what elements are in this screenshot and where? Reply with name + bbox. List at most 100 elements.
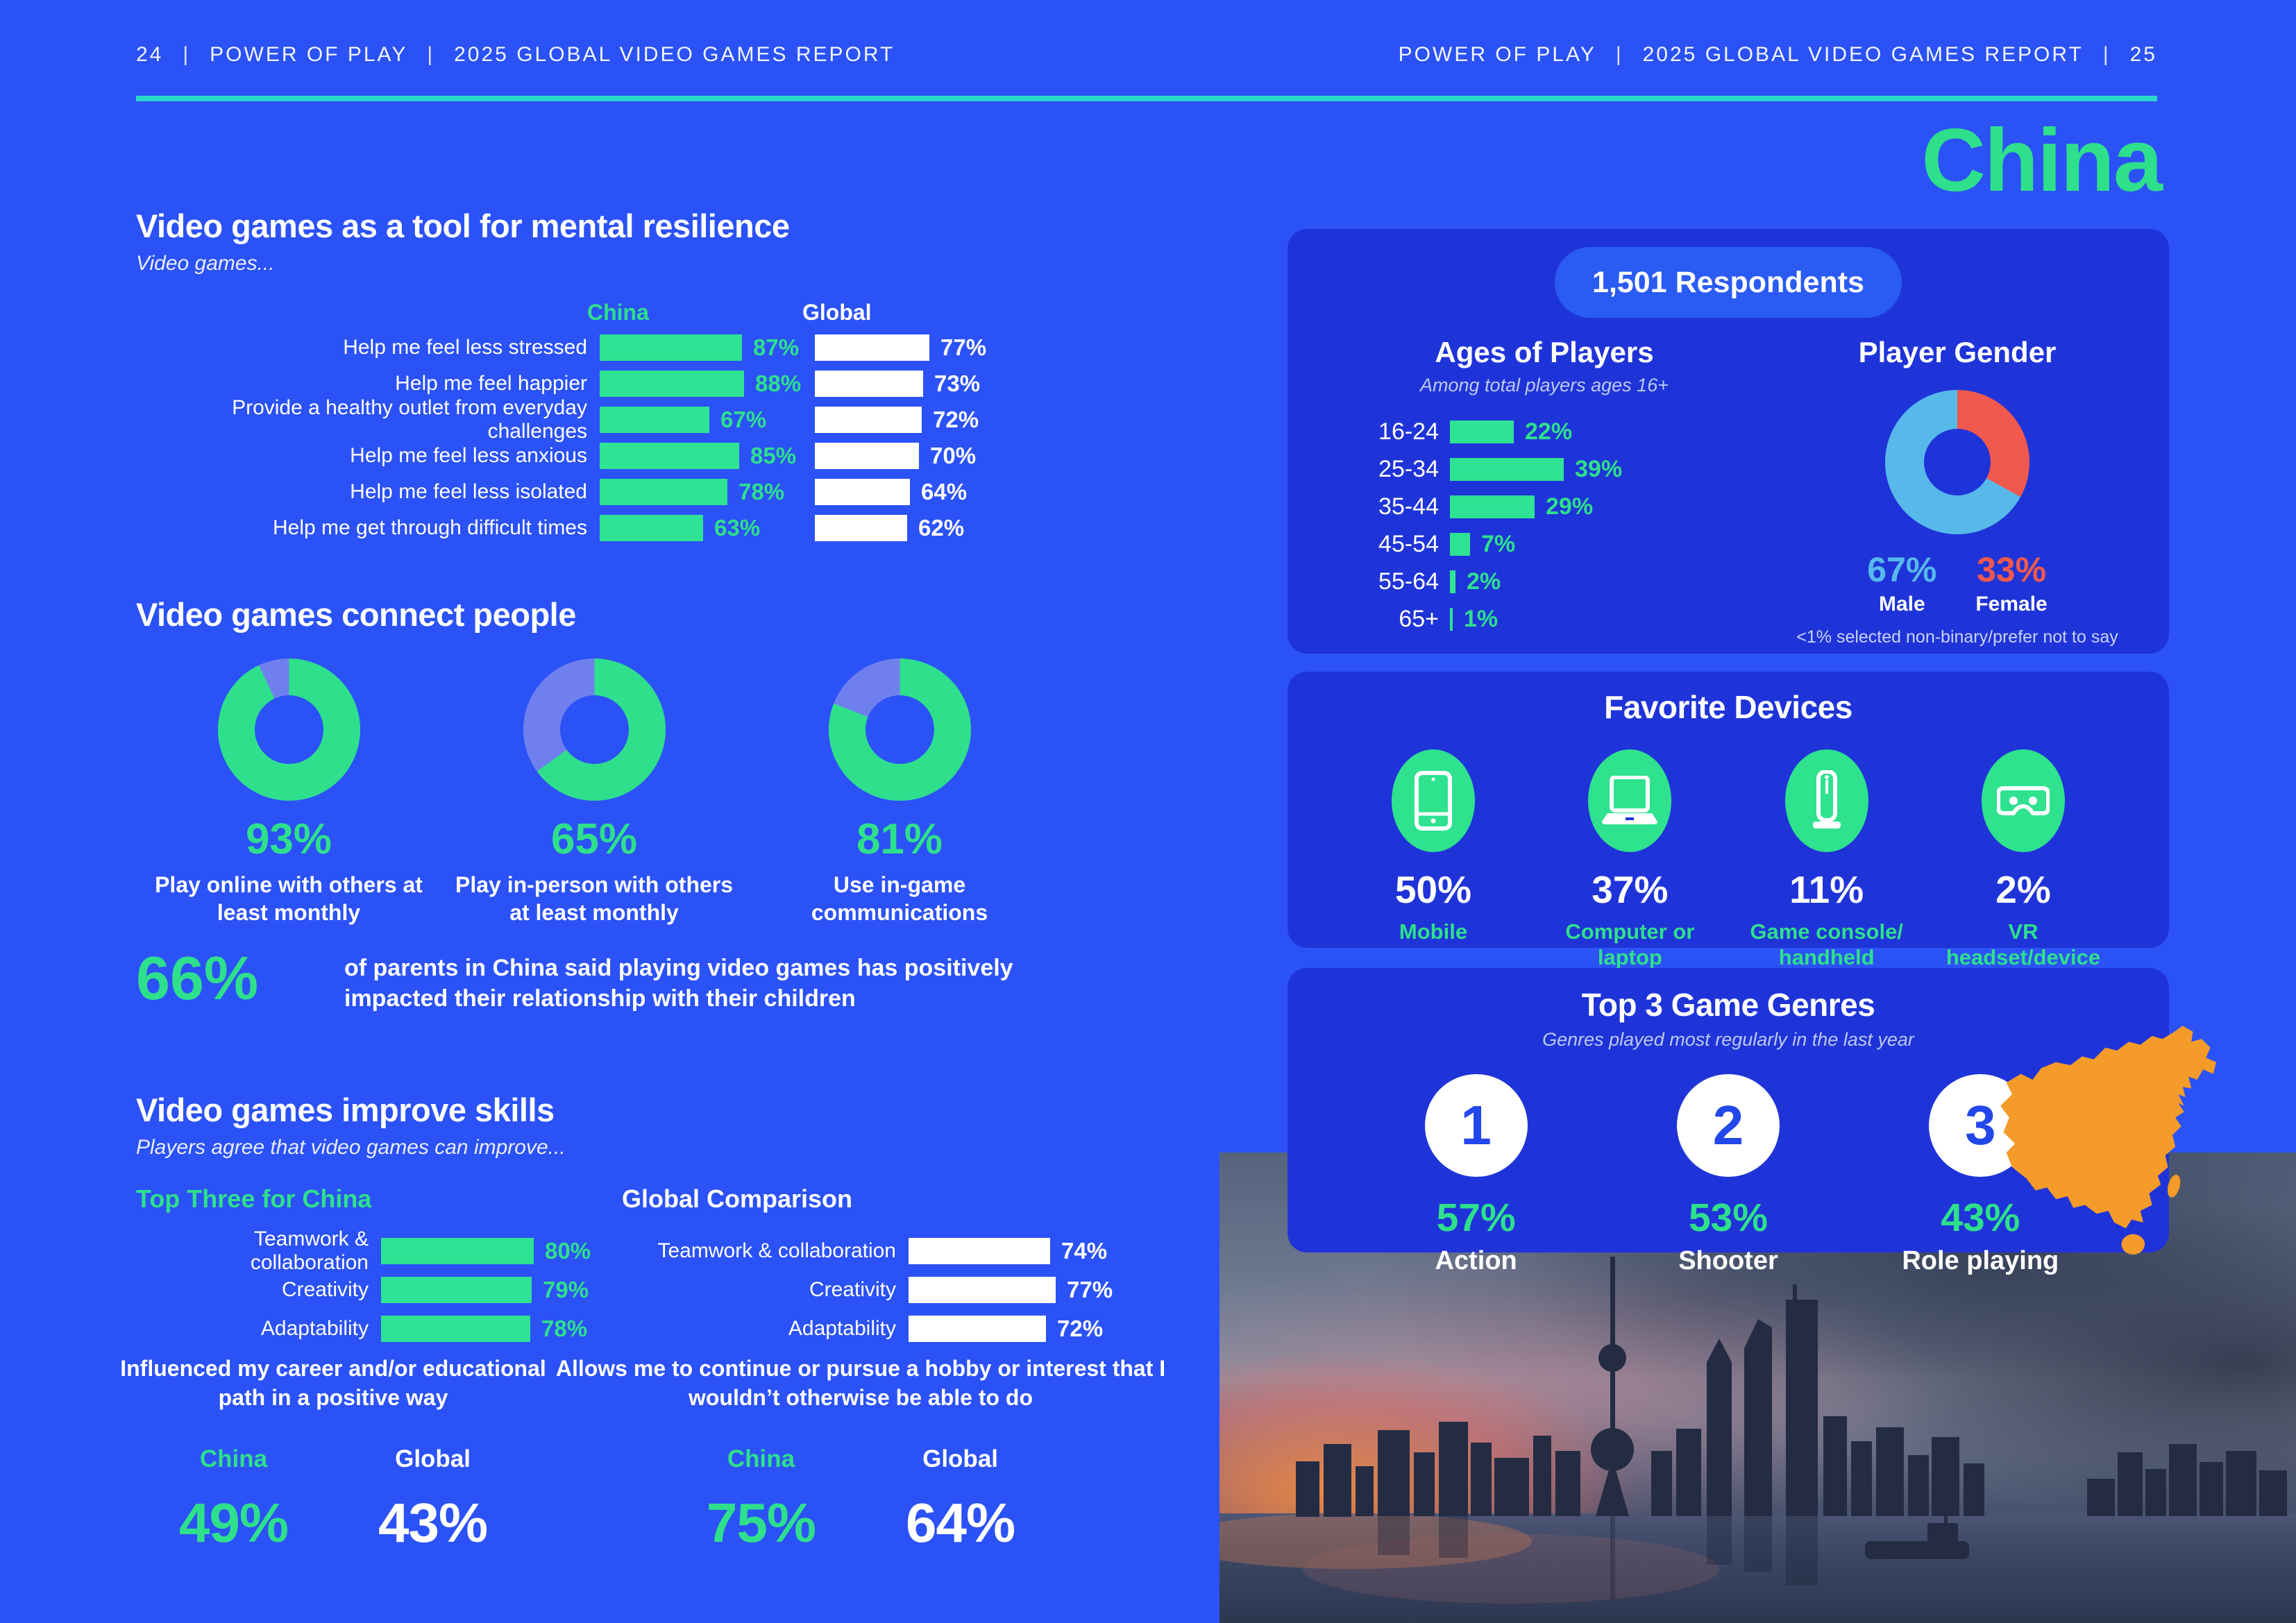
global-value: 62% — [918, 515, 965, 541]
age-label: 16-24 — [1378, 418, 1439, 445]
respondents-badge: 1,501 Respondents — [1555, 247, 1902, 318]
row-label: Help me feel less anxious — [350, 444, 587, 467]
male-label: Male — [1878, 593, 1925, 615]
row-label: Teamwork & collaboration — [657, 1239, 897, 1262]
age-bar — [1450, 570, 1455, 593]
genre-value: 43% — [1941, 1196, 2020, 1240]
row-label: Adaptability — [788, 1317, 896, 1340]
china-bar — [600, 443, 739, 469]
device-stat: 37% Computer or laptop — [1533, 749, 1727, 970]
china-bar — [600, 407, 709, 433]
rank-1-badge: 1 — [1424, 1074, 1528, 1177]
ages-title: Ages of Players — [1435, 336, 1654, 368]
header-separator: | — [2102, 43, 2111, 66]
global-value: 77% — [1067, 1277, 1113, 1302]
global-value: 77% — [940, 334, 987, 360]
section-connect-people: Video games connect people 93% Play onli… — [136, 595, 1177, 926]
china-value: 78% — [738, 479, 785, 504]
chart-row: 16-24 22% — [1315, 413, 1773, 450]
bottom-stats: Influenced my career and/or educational … — [118, 1354, 1173, 1555]
row-label: Creativity — [281, 1278, 369, 1301]
genre-label: Action — [1435, 1246, 1517, 1275]
header-rule — [136, 96, 2157, 101]
age-bar — [1450, 420, 1514, 443]
china-bar — [381, 1238, 534, 1264]
device-label: VR headset/device — [1945, 919, 2101, 970]
chart-column-headers: China Global — [136, 294, 1177, 325]
china-label: China — [199, 1445, 268, 1473]
page-header: 24 | POWER OF PLAY | 2025 GLOBAL VIDEO G… — [136, 43, 2157, 67]
china-bar — [600, 515, 703, 541]
china-map-icon — [2000, 1026, 2216, 1255]
donut-stat: 65% Play in-person with others at least … — [441, 658, 747, 926]
age-value: 2% — [1467, 568, 1501, 595]
age-value: 1% — [1464, 605, 1499, 632]
donut-chart — [523, 658, 666, 801]
china-bar — [381, 1316, 530, 1342]
skills-china-column: Top Three for China Teamwork & collabora… — [136, 1184, 622, 1348]
china-bar — [381, 1277, 532, 1303]
game-console-icon — [1784, 749, 1868, 852]
resilience-bar-chart: China Global Help me feel less stressed … — [136, 294, 1177, 546]
china-bar — [600, 479, 727, 505]
device-value: 37% — [1592, 868, 1669, 911]
global-bar — [815, 515, 907, 541]
device-value: 11% — [1789, 868, 1864, 911]
section-subtitle: Video games... — [136, 252, 275, 275]
ages-subtitle: Among total players ages 16+ — [1420, 375, 1669, 396]
top-genres-card: Top 3 Game Genres Genres played most reg… — [1288, 968, 2169, 1275]
device-stat: 50% Mobile — [1336, 749, 1530, 970]
page-number-right: 25 — [2129, 43, 2157, 66]
hobby-stat-block: Allows me to continue or pursue a hobby … — [548, 1354, 1173, 1555]
china-bar — [600, 334, 742, 361]
hobby-title: Allows me to continue or pursue a hobby … — [555, 1356, 1166, 1410]
chart-row: Provide a healthy outlet from everyday c… — [136, 396, 1177, 443]
female-value: 33% — [1977, 550, 2047, 589]
respondents-card: 1,501 Respondents Ages of Players Among … — [1288, 229, 2169, 654]
global-value: 72% — [1057, 1316, 1104, 1341]
career-stat-block: Influenced my career and/or educational … — [118, 1354, 548, 1555]
china-bar — [600, 371, 744, 397]
brand-name: POWER OF PLAY — [1398, 43, 1596, 66]
gender-title: Player Gender — [1858, 336, 2057, 368]
report-name: 2025 GLOBAL VIDEO GAMES REPORT — [1642, 43, 2084, 66]
genre-stat: 2 53% Shooter — [1614, 1074, 1843, 1276]
section-improve-skills: Video games improve skills Players agree… — [136, 1091, 1219, 1348]
section-mental-resilience: Video games as a tool for mental resilie… — [136, 207, 1177, 546]
career-title: Influenced my career and/or educational … — [120, 1356, 546, 1410]
section-title: Video games as a tool for mental resilie… — [136, 207, 790, 244]
donut-value: 65% — [550, 815, 638, 863]
genres-title: Top 3 Game Genres — [1581, 987, 1875, 1023]
age-bar — [1450, 532, 1470, 556]
donut-chart — [217, 658, 360, 801]
global-bar — [815, 334, 929, 361]
global-bar — [815, 371, 923, 397]
age-label: 35-44 — [1378, 493, 1439, 520]
row-label: Teamwork & collaboration — [250, 1227, 369, 1274]
age-label: 25-34 — [1378, 455, 1439, 482]
chart-row: Help me feel happier 88% 73% — [136, 366, 1177, 402]
global-label: Global — [922, 1445, 999, 1473]
skills-global-column: Global Comparison Teamwork & collaborati… — [622, 1184, 1149, 1348]
gender-donut-chart — [1885, 390, 2029, 534]
row-label: Help me feel happier — [395, 372, 587, 395]
age-value: 39% — [1575, 455, 1623, 482]
global-value: 72% — [933, 407, 979, 432]
global-bar — [815, 479, 910, 505]
chart-row: 35-44 29% — [1315, 488, 1773, 525]
age-label: 45-54 — [1378, 530, 1439, 557]
device-value: 50% — [1394, 868, 1472, 911]
global-label: Global — [395, 1445, 471, 1473]
genre-stat: 1 57% Action — [1362, 1074, 1591, 1276]
genres-subtitle: Genres played most regularly in the last… — [1542, 1029, 1914, 1050]
genre-label: Shooter — [1678, 1246, 1778, 1275]
chart-row: 65+ 1% — [1315, 600, 1773, 638]
vr-headset-icon — [1981, 749, 2065, 852]
chart-row: Teamwork & collaboration 74% — [622, 1232, 1149, 1271]
brand-name: POWER OF PLAY — [210, 43, 408, 66]
ages-of-players: Ages of Players Among total players ages… — [1315, 336, 1773, 647]
rank-2-badge: 2 — [1676, 1074, 1780, 1177]
chart-row: Help me feel less isolated 78% 64% — [136, 474, 1177, 510]
donut-value: 93% — [245, 815, 332, 863]
